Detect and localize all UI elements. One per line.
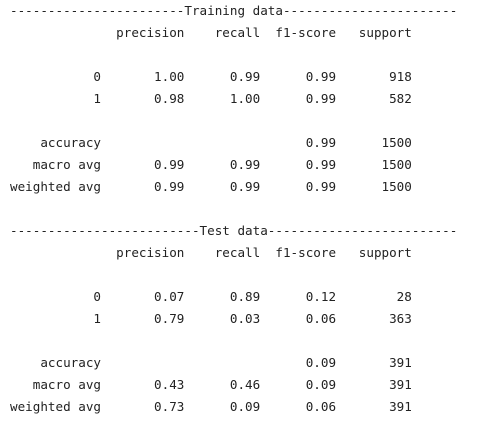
output-line: 0 0.07 0.89 0.12 28	[10, 289, 412, 304]
output-line: macro avg 0.43 0.46 0.09 391	[10, 377, 412, 392]
output-line: 1 0.98 1.00 0.99 582	[10, 91, 412, 106]
output-line: 0 1.00 0.99 0.99 918	[10, 69, 412, 84]
output-line: -------------------------Test data------…	[10, 223, 458, 238]
output-line: 1 0.79 0.03 0.06 363	[10, 311, 412, 326]
output-line: weighted avg 0.73 0.09 0.06 391	[10, 399, 412, 414]
output-line: macro avg 0.99 0.99 0.99 1500	[10, 157, 412, 172]
output-line: accuracy 0.99 1500	[10, 135, 412, 150]
output-line: accuracy 0.09 391	[10, 355, 412, 370]
output-line	[10, 44, 479, 66]
output-line: -----------------------Training data----…	[10, 3, 458, 18]
output-line: precision recall f1-score support	[10, 25, 412, 40]
output-line: weighted avg 0.99 0.99 0.99 1500	[10, 179, 412, 194]
output-line	[10, 198, 479, 220]
output-line: precision recall f1-score support	[10, 245, 412, 260]
output-line	[10, 330, 479, 352]
output-line	[10, 110, 479, 132]
output-line	[10, 264, 479, 286]
classification-report-output: -----------------------Training data----…	[10, 3, 479, 414]
